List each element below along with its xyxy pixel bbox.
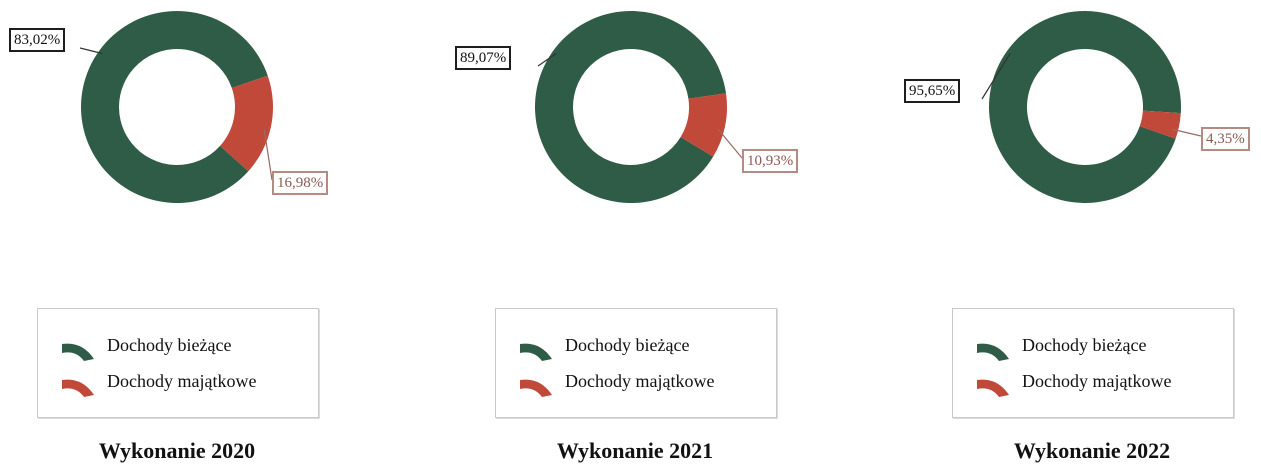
donut-chart-2021 [535, 11, 743, 204]
legend-label-biezace: Dochody bieżące [565, 335, 690, 355]
legend-swatch-biezace-icon [520, 343, 552, 361]
slice-dochody-majatkowe-2020 [220, 75, 273, 172]
data-label-biezace-2020: 83,02% [9, 28, 66, 52]
legend-2021: Dochody bieżące Dochody majątkowe [495, 308, 777, 418]
chart-title-2022: Wykonanie 2022 [1013, 438, 1171, 463]
legend-swatch-biezace-icon [62, 343, 94, 361]
slice-dochody-biezace-2020 [81, 11, 268, 204]
leader-line-majatkowe-2022 [1172, 128, 1202, 137]
data-label-biezace-2021: 89,07% [455, 46, 512, 70]
chart-panel-2022: 95,65% 4,35% Dochody bieżące Dochody maj… [840, 0, 1260, 468]
leader-line-majatkowe-2020 [263, 129, 273, 181]
legend-swatch-majatkowe-icon [520, 379, 552, 397]
slice-dochody-biezace-2022 [989, 10, 1181, 203]
legend-label-majatkowe: Dochody majątkowe [565, 371, 715, 391]
chart-panel-2021: 89,07% 10,93% Dochody bieżące Dochody ma… [420, 0, 840, 468]
legend-label-biezace: Dochody bieżące [1022, 335, 1147, 355]
slice-dochody-majatkowe-2021 [680, 93, 727, 157]
legend-2020: Dochody bieżące Dochody majątkowe [37, 308, 319, 418]
legend-2022: Dochody bieżące Dochody majątkowe [952, 308, 1234, 418]
legend-label-majatkowe: Dochody majątkowe [1022, 371, 1172, 391]
legend-swatch-biezace-icon [977, 343, 1009, 361]
data-label-majatkowe-2022: 4,35% [1201, 127, 1250, 151]
legend-label-biezace: Dochody bieżące [107, 335, 232, 355]
data-label-biezace-2022: 95,65% [904, 79, 961, 103]
data-label-majatkowe-2021: 10,93% [742, 149, 799, 173]
legend-label-majatkowe: Dochody majątkowe [107, 371, 257, 391]
slice-dochody-biezace-2021 [535, 11, 727, 204]
legend-swatch-majatkowe-icon [62, 379, 94, 397]
slice-dochody-majatkowe-2022 [1139, 110, 1181, 139]
donut-chart-2020 [79, 11, 273, 204]
leader-line-biezace-2020 [79, 47, 103, 55]
leader-line-biezace-2021 [537, 52, 557, 67]
leader-line-biezace-2022 [981, 53, 1011, 100]
chart-panel-2020: 83,02% 16,98% Dochody bieżące Dochody ma… [0, 0, 420, 468]
data-label-majatkowe-2020: 16,98% [272, 171, 329, 195]
leader-line-majatkowe-2021 [717, 128, 743, 159]
legend-swatch-majatkowe-icon [977, 379, 1009, 397]
chart-title-2021: Wykonanie 2021 [556, 438, 714, 463]
donut-chart-2022 [981, 10, 1202, 203]
chart-title-2020: Wykonanie 2020 [98, 438, 256, 463]
